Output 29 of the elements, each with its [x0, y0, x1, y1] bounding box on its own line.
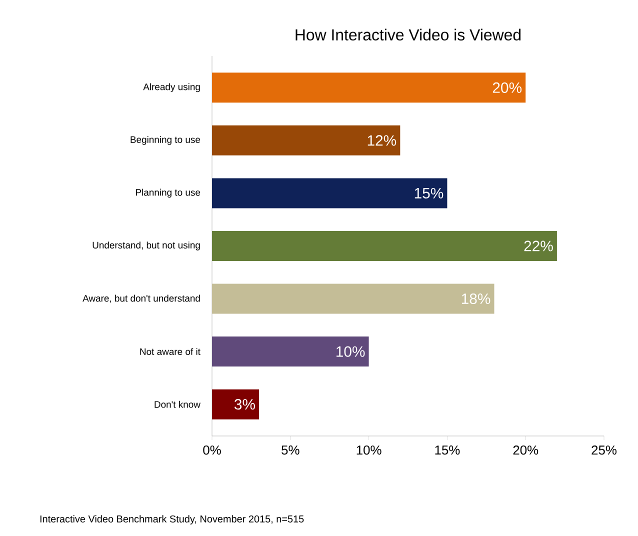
bar	[212, 284, 494, 314]
x-tick-label: 0%	[203, 446, 221, 455]
y-tick-label: Beginning to use	[130, 136, 200, 145]
y-tick-label: Understand, but not using	[92, 242, 200, 250]
x-tick-label: 25%	[592, 446, 617, 455]
data-label: 18%	[462, 293, 490, 304]
y-tick-label: Don't know	[154, 400, 200, 408]
bar	[212, 178, 448, 208]
bar	[212, 125, 400, 156]
y-tick-label: Already using	[143, 83, 200, 92]
data-label: 20%	[492, 82, 522, 93]
data-label: 10%	[336, 346, 365, 357]
x-tick-label: 20%	[513, 446, 538, 455]
x-tick-label: 5%	[282, 446, 300, 455]
data-label: 12%	[368, 135, 396, 146]
x-tick-label: 15%	[435, 446, 460, 455]
bar	[212, 389, 260, 420]
bar	[212, 336, 369, 367]
data-label: 3%	[234, 399, 255, 410]
bar	[212, 72, 526, 103]
text: Interactive Video Benchmark Study, November 2015, n=515	[40, 515, 304, 524]
data-label: 15%	[414, 188, 444, 198]
y-tick-label: Not aware of it	[140, 348, 200, 356]
data-label: 22%	[524, 240, 553, 252]
bar	[212, 230, 557, 261]
y-tick-label: Aware, but don't understand	[82, 294, 200, 303]
chart-title: How Interactive Video is Viewed	[296, 28, 521, 40]
y-tick-label: Planning to use	[136, 188, 200, 198]
x-tick-label: 10%	[356, 446, 382, 455]
